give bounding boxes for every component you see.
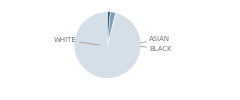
Text: BLACK: BLACK xyxy=(140,46,172,52)
Text: WHITE: WHITE xyxy=(54,37,99,45)
Text: ASIAN: ASIAN xyxy=(140,36,170,43)
Wedge shape xyxy=(108,12,110,45)
Wedge shape xyxy=(108,12,116,45)
Wedge shape xyxy=(74,12,141,78)
